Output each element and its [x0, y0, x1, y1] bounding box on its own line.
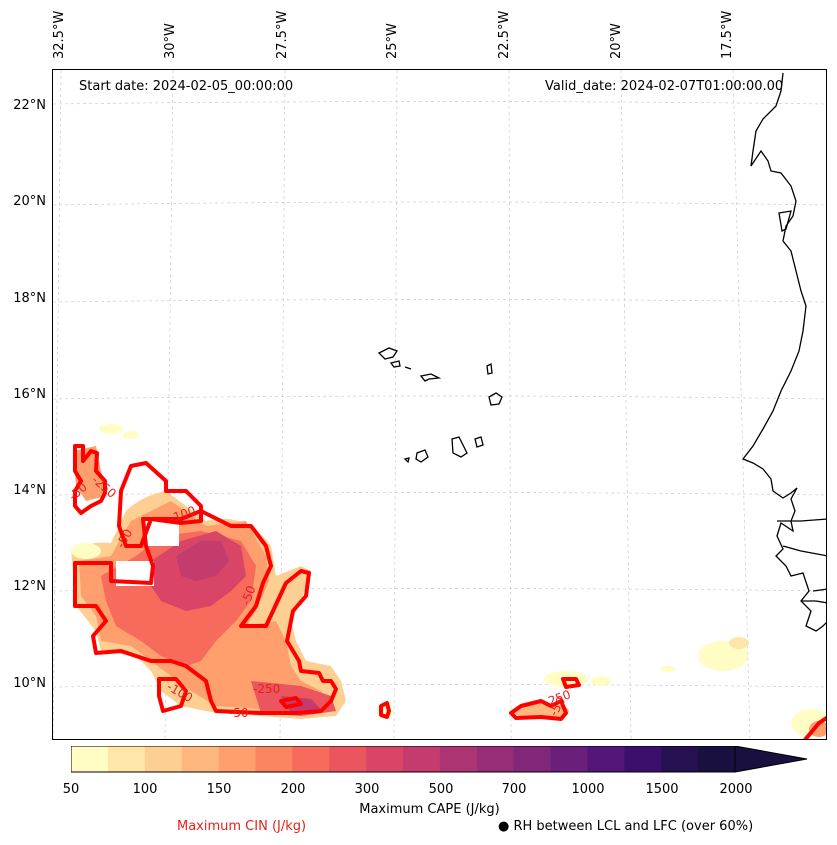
cin-contours [73, 444, 826, 739]
colorbar-segment [403, 746, 441, 772]
colorbar-segment [661, 746, 699, 772]
colorbar-segment [624, 746, 662, 772]
colorbar-segment [107, 746, 146, 772]
africa-coastline [741, 72, 826, 632]
lat-label-16n: 16°N [13, 387, 46, 402]
colorbar-tick-label: 2000 [719, 782, 753, 797]
colorbar-segment [292, 746, 330, 772]
cape-verde-islands [377, 347, 503, 464]
colorbar-tick-label: 100 [132, 782, 158, 797]
colorbar-segment [587, 746, 625, 772]
lat-label-20n: 20°N [13, 194, 46, 209]
colorbar-tick-label: 150 [206, 782, 232, 797]
lon-label-17-5w: 17.5°W [720, 10, 735, 59]
colorbar-tick-label: 1000 [571, 782, 605, 797]
colorbar-tick-label: 200 [280, 782, 306, 797]
cin-contour-label-group: -50 -100 -250 -50 -50 -100 -250 -50 -250… [66, 473, 573, 720]
colorbar-segment [513, 746, 552, 772]
cin-contour-label: -250 [253, 682, 280, 696]
colorbar-segment [218, 746, 256, 772]
lon-label-22-5w: 22.5°W [497, 10, 512, 59]
colorbar-segment [329, 746, 367, 772]
colorbar-tick-label: 700 [501, 782, 527, 797]
colorbar-segment [439, 746, 478, 772]
colorbar-segment [550, 746, 588, 772]
start-date: Start date: 2024-02-05_00:00:00 [79, 79, 294, 94]
colorbar-extend-arrow [734, 746, 808, 773]
lon-label-25w: 25°W [385, 23, 400, 59]
colorbar-segment [144, 746, 183, 772]
cin-contour-label: -50 [239, 584, 259, 607]
lat-label-14n: 14°N [13, 483, 46, 498]
colorbar-segment [255, 746, 293, 772]
colorbar-segment [366, 746, 404, 772]
lat-label-22n: 22°N [13, 98, 46, 113]
map-panel: -50 -100 -250 -50 -50 -100 -250 -50 -250… [52, 69, 827, 740]
colorbar-tick-label: 1500 [645, 782, 679, 797]
lon-label-30w: 30°W [163, 23, 178, 59]
lon-label-20w: 20°W [609, 23, 624, 59]
colorbar-title: Maximum CAPE (J/kg) [359, 802, 500, 817]
colorbar-tick-label: 300 [354, 782, 380, 797]
colorbar-segment [698, 746, 736, 772]
legend-rh: ● RH between LCL and LFC (over 60%) [498, 819, 754, 834]
map-canvas: -50 -100 -250 -50 -50 -100 -250 -50 -250… [53, 70, 826, 739]
colorbar-segment [71, 746, 109, 772]
valid-date: Valid_date: 2024-02-07T01:00:00.00 [545, 79, 784, 94]
cin-contour-label: -50 [229, 706, 249, 720]
lat-label-12n: 12°N [13, 579, 46, 594]
lon-label-32-5w: 32.5°W [52, 10, 67, 59]
lon-label-27-5w: 27.5°W [275, 10, 290, 59]
colorbar-segment [476, 746, 515, 772]
cape-colorbar [71, 746, 808, 773]
legend-cin: Maximum CIN (J/kg) [177, 819, 307, 834]
lat-label-18n: 18°N [13, 291, 46, 306]
colorbar-tick-label: 500 [428, 782, 454, 797]
colorbar-tick-label: 50 [62, 782, 80, 797]
lat-label-10n: 10°N [13, 676, 46, 691]
colorbar-segment [181, 746, 220, 772]
